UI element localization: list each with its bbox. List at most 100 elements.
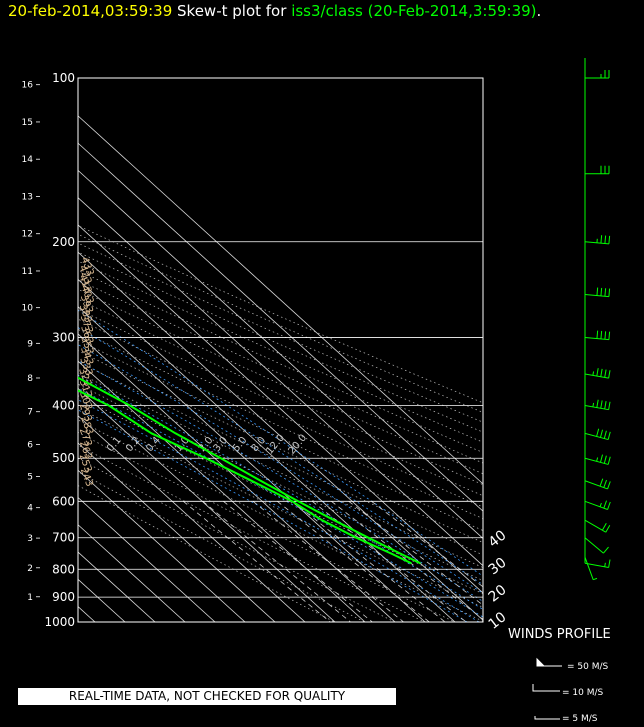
dry-adiabat-line <box>78 339 483 531</box>
height-tick-label: 13 <box>22 192 33 202</box>
height-tick-label: 8 <box>27 374 33 384</box>
title-text: Skew-t plot for <box>172 2 292 20</box>
pressure-tick-label: 1000 <box>44 615 75 629</box>
moist-adiabat-line <box>78 409 468 622</box>
wind-barb-feather <box>596 428 600 437</box>
height-tick-label: 1 <box>27 593 33 603</box>
wind-barb-half-feather <box>592 402 595 407</box>
wind-barb-feather <box>603 430 607 439</box>
title-source: iss3/class (20-Feb-2014,3:59:39) <box>291 2 537 20</box>
title-date: 20-feb-2014,03:59:39 <box>8 2 173 20</box>
mixing-ratio-line <box>331 500 483 620</box>
chart-title: 20-feb-2014,03:59:39 Skew-t plot for iss… <box>8 2 541 20</box>
wind-barb-half-feather <box>604 562 606 567</box>
dewpoint-profile-line <box>78 389 412 565</box>
dry-adiabat-lines <box>78 225 483 622</box>
wind-barb-feather <box>599 429 604 438</box>
wind-barb-half-feather <box>596 457 599 462</box>
legend-item-10: = 10 M/S <box>562 688 604 698</box>
mixing-ratio-lines <box>183 500 483 622</box>
sounding-profiles <box>78 376 421 565</box>
dry-adiabat-line <box>78 407 483 608</box>
mixing-ratio-line <box>311 500 467 622</box>
pressure-tick-label: 100 <box>52 71 75 85</box>
dry-adiabat-line <box>78 279 483 464</box>
mixing-ratio-line <box>371 500 483 588</box>
pressure-tick-label: 400 <box>52 399 75 413</box>
pressure-tick-label: 300 <box>52 331 75 345</box>
height-tick-label: 12 <box>22 230 33 240</box>
wind-barb-feather <box>600 368 603 377</box>
wind-barb-feather <box>600 400 603 409</box>
dry-adiabat-line <box>78 328 483 520</box>
dry-adiabat-line <box>78 233 483 413</box>
wind-barb-feather <box>603 479 607 488</box>
wind-barb-feather <box>604 369 607 378</box>
temperature-profile-line <box>78 376 421 565</box>
legend-item-50: = 50 M/S <box>567 662 609 672</box>
wind-barb-feather <box>604 401 607 410</box>
wind-barb-feather <box>604 235 607 244</box>
isotherm-label-right: 20 <box>486 582 510 606</box>
wind-barb <box>584 537 604 554</box>
title-period: . <box>536 2 542 20</box>
mixing-ratio-label: 12.0 <box>264 433 287 457</box>
height-tick-label: 6 <box>27 441 33 451</box>
pressure-tick-label: 500 <box>52 451 75 465</box>
legend-symbol-5 <box>534 716 560 720</box>
dry-adiabat-line <box>78 431 455 622</box>
pressure-tick-label: 600 <box>52 494 75 508</box>
mixing-ratio-line <box>183 500 331 622</box>
pressure-grid-lines <box>78 241 483 598</box>
wind-barb-feather <box>604 331 607 340</box>
wind-barb-half-feather <box>592 371 595 376</box>
wind-barb-feather <box>608 370 611 379</box>
isotherm-line <box>78 442 276 622</box>
height-tick-label: 10 <box>22 304 34 314</box>
height-tick-label: 9 <box>27 339 33 349</box>
wind-barb-feather <box>596 330 599 339</box>
dry-adiabat-line <box>78 288 483 475</box>
height-tick-label: 4 <box>27 504 33 514</box>
wind-barb-feather <box>596 399 599 408</box>
axis-labels: 1002003004005006007008009001000123456789… <box>22 71 510 633</box>
isotherm-line <box>78 469 246 622</box>
isotherm-line <box>0 78 5 622</box>
plot-frame <box>77 77 484 623</box>
isotherm-line <box>78 169 483 539</box>
moist-adiabat-line <box>78 399 480 622</box>
isotherm-line <box>78 306 426 622</box>
mixing-ratio-line <box>202 500 351 622</box>
height-tick-label: 2 <box>27 564 33 574</box>
pressure-tick-label: 700 <box>52 531 75 545</box>
moist-adiabat-line <box>78 374 483 610</box>
quality-warning: REAL-TIME DATA, NOT CHECKED FOR QUALITY <box>18 688 396 705</box>
wind-barb-feather <box>600 330 603 339</box>
isotherm-line <box>78 387 336 622</box>
isotherm-line <box>78 524 186 622</box>
wind-barb-feather <box>600 287 603 296</box>
wind-barb-feather <box>604 288 607 297</box>
isotherm-line <box>78 415 306 622</box>
wind-barb-feather <box>599 478 604 487</box>
mixing-ratio-line <box>292 500 446 622</box>
isotherm-line <box>78 197 483 567</box>
mixing-ratio-label: 20.0 <box>286 433 309 457</box>
wind-barb-feather <box>608 235 611 244</box>
wind-profile <box>584 58 611 581</box>
mixing-ratio-line <box>223 500 373 622</box>
winds-profile-title: WINDS PROFILE <box>508 627 611 642</box>
mixing-ratio-label: 3.0 <box>212 435 231 454</box>
wind-barb-feather <box>608 559 611 568</box>
dry-adiabat-line <box>78 485 335 622</box>
wind-barb-feather <box>599 454 604 463</box>
wind-barb-feather <box>600 235 603 244</box>
isotherm-line <box>78 360 366 622</box>
legend-pennant-50 <box>536 657 546 667</box>
height-tick-label: 7 <box>27 408 33 418</box>
height-tick-label: 3 <box>27 534 33 544</box>
wind-barb-half-feather <box>593 577 598 581</box>
moist-adiabat-line <box>78 327 483 586</box>
dry-adiabat-line <box>78 419 483 622</box>
pressure-tick-label: 200 <box>52 235 75 249</box>
